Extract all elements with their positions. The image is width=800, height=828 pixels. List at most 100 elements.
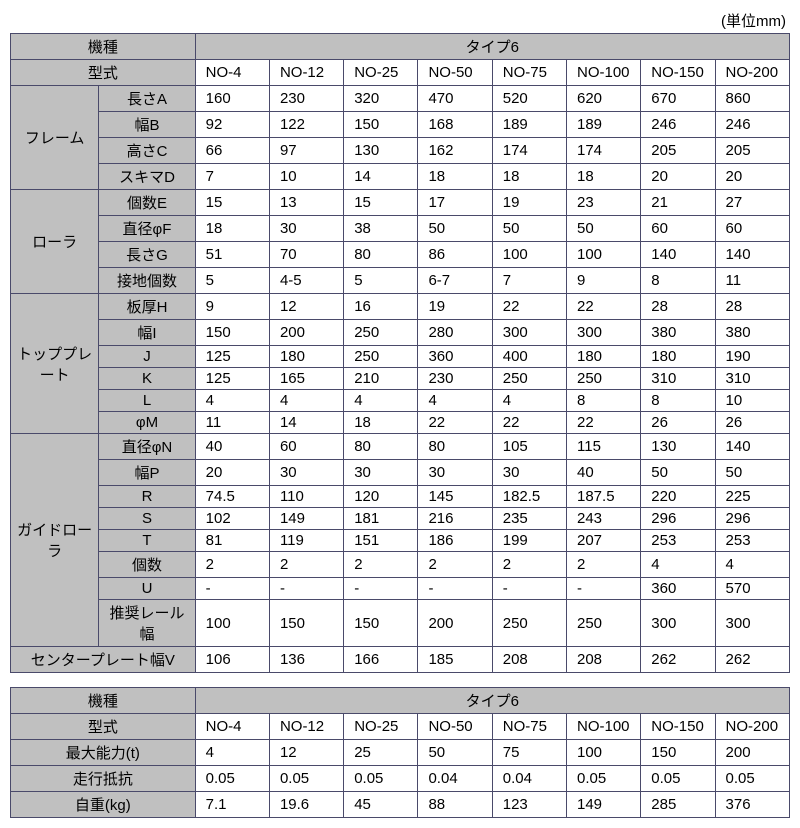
data-cell: 10	[269, 164, 343, 190]
data-cell: 165	[269, 368, 343, 390]
data-cell: -	[195, 578, 269, 600]
data-cell: 20	[641, 164, 715, 190]
data-cell: 210	[344, 368, 418, 390]
data-cell: 200	[715, 740, 789, 766]
data-cell: 2	[195, 552, 269, 578]
data-cell: 92	[195, 112, 269, 138]
data-cell: 26	[715, 412, 789, 434]
data-cell: 230	[269, 86, 343, 112]
data-cell: 22	[567, 294, 641, 320]
table-row: 高さC6697130162174174205205	[11, 138, 790, 164]
data-cell: 80	[344, 434, 418, 460]
model-header: NO-75	[492, 60, 566, 86]
data-cell: 208	[492, 647, 566, 673]
data-cell: 320	[344, 86, 418, 112]
data-cell: 300	[641, 600, 715, 647]
row-label: 高さC	[99, 138, 195, 164]
data-cell: 200	[269, 320, 343, 346]
data-cell: 4-5	[269, 268, 343, 294]
data-cell: 145	[418, 486, 492, 508]
data-cell: 250	[492, 368, 566, 390]
data-cell: 7.1	[195, 792, 269, 818]
row-label: K	[99, 368, 195, 390]
table-row: フレーム長さA160230320470520620670860	[11, 86, 790, 112]
data-cell: 19	[418, 294, 492, 320]
data-cell: 100	[195, 600, 269, 647]
row-label: 長さA	[99, 86, 195, 112]
model-header: NO-100	[567, 60, 641, 86]
data-cell: 151	[344, 530, 418, 552]
data-cell: 22	[492, 294, 566, 320]
data-cell: 21	[641, 190, 715, 216]
data-cell: 199	[492, 530, 566, 552]
data-cell: 130	[641, 434, 715, 460]
row-label: 推奨レール幅	[99, 600, 195, 647]
group-label: ガイドローラ	[11, 434, 99, 647]
data-cell: 50	[418, 740, 492, 766]
table-row: 機種タイプ6	[11, 688, 790, 714]
model-header: NO-4	[195, 60, 269, 86]
data-cell: 30	[269, 216, 343, 242]
data-cell: 150	[195, 320, 269, 346]
data-cell: 186	[418, 530, 492, 552]
data-cell: 18	[567, 164, 641, 190]
data-cell: 0.05	[344, 766, 418, 792]
data-cell: 115	[567, 434, 641, 460]
data-cell: 150	[344, 600, 418, 647]
model-header: NO-25	[344, 60, 418, 86]
data-cell: 207	[567, 530, 641, 552]
data-cell: 0.05	[269, 766, 343, 792]
model-header: NO-50	[418, 714, 492, 740]
data-cell: 0.05	[641, 766, 715, 792]
table-row: K125165210230250250310310	[11, 368, 790, 390]
data-cell: 570	[715, 578, 789, 600]
table-row: センタープレート幅V106136166185208208262262	[11, 647, 790, 673]
data-cell: 250	[492, 600, 566, 647]
data-cell: 180	[641, 346, 715, 368]
data-cell: 9	[195, 294, 269, 320]
data-cell: 470	[418, 86, 492, 112]
data-cell: 285	[641, 792, 715, 818]
data-cell: 187.5	[567, 486, 641, 508]
data-cell: 235	[492, 508, 566, 530]
data-cell: 38	[344, 216, 418, 242]
data-cell: 208	[567, 647, 641, 673]
data-cell: 140	[715, 242, 789, 268]
table-row: ガイドローラ直径φN40608080105115130140	[11, 434, 790, 460]
table-row: 幅I150200250280300300380380	[11, 320, 790, 346]
row-label: 自重(kg)	[11, 792, 196, 818]
table-row: 幅B92122150168189189246246	[11, 112, 790, 138]
data-cell: 4	[195, 740, 269, 766]
data-cell: 180	[567, 346, 641, 368]
data-cell: 130	[344, 138, 418, 164]
unit-label: (単位mm)	[10, 10, 790, 31]
data-cell: 376	[715, 792, 789, 818]
row-label: 走行抵抗	[11, 766, 196, 792]
center-plate-label: センタープレート幅V	[11, 647, 196, 673]
model-header: NO-150	[641, 60, 715, 86]
data-cell: 20	[195, 460, 269, 486]
data-cell: 670	[641, 86, 715, 112]
data-cell: 246	[715, 112, 789, 138]
data-cell: 181	[344, 508, 418, 530]
data-cell: 22	[492, 412, 566, 434]
data-cell: 174	[492, 138, 566, 164]
table-row: 直径φF1830385050506060	[11, 216, 790, 242]
data-cell: 28	[715, 294, 789, 320]
data-cell: 60	[641, 216, 715, 242]
data-cell: 253	[641, 530, 715, 552]
data-cell: 30	[269, 460, 343, 486]
data-cell: 60	[715, 216, 789, 242]
data-cell: 7	[195, 164, 269, 190]
data-cell: 2	[418, 552, 492, 578]
data-cell: 262	[715, 647, 789, 673]
data-cell: 45	[344, 792, 418, 818]
data-cell: 88	[418, 792, 492, 818]
data-cell: 30	[344, 460, 418, 486]
model-header: NO-4	[195, 714, 269, 740]
data-cell: 190	[715, 346, 789, 368]
data-cell: 8	[641, 268, 715, 294]
data-cell: 50	[641, 460, 715, 486]
data-cell: 86	[418, 242, 492, 268]
data-cell: 50	[567, 216, 641, 242]
